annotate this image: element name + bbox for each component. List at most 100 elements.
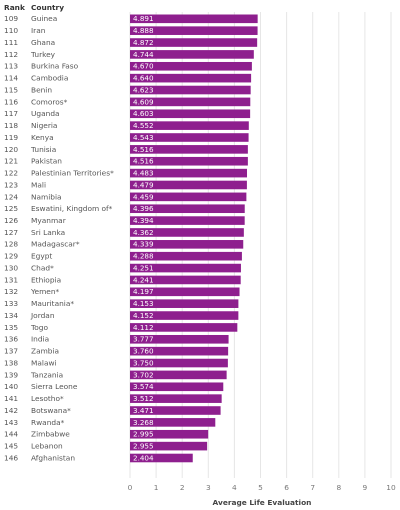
bar [130,156,248,166]
country-label: Zimbabwe [31,430,70,439]
chart-row: 143 Rwanda* 3.268 [4,418,216,427]
bar-value-label: 4.744 [133,50,154,59]
chart-row: 126 Myanmar 4.394 [4,216,245,225]
bar-value-label: 3.268 [133,418,154,427]
country-label: Lesotho* [31,394,64,403]
bar-value-label: 4.362 [133,228,154,237]
rank-label: 118 [4,121,18,130]
bar [130,61,252,71]
rank-label: 146 [4,453,18,462]
x-tick-label: 6 [284,483,289,492]
bar-value-label: 3.777 [133,335,154,344]
chart-row: 134 Jordan 4.152 [4,311,239,320]
rank-label: 138 [4,358,18,367]
chart-row: 111 Ghana 4.872 [4,38,258,47]
chart-row: 120 Tunisia 4.516 [4,145,248,154]
bar-value-label: 4.603 [133,109,154,118]
country-label: Malawi [31,358,57,367]
bar-value-label: 4.112 [133,323,154,332]
country-label: Mali [31,180,46,189]
bar-value-label: 4.241 [133,275,154,284]
x-tick-label: 8 [336,483,341,492]
country-label: Namibia [31,192,62,201]
country-label: Guinea [31,14,57,23]
country-label: Cambodia [31,74,68,83]
bar-value-label: 4.153 [133,299,154,308]
bar-value-label: 4.640 [133,74,154,83]
country-label: Benin [31,85,52,94]
bar [130,121,249,130]
country-label: Pakistan [31,157,62,166]
chart-row: 128 Madagascar* 4.339 [4,240,244,249]
chart-row: 138 Malawi 3.750 [4,358,228,367]
bar-value-label: 4.288 [133,252,154,261]
bar [130,323,238,332]
x-axis-title: Average Life Evaluation [213,498,312,507]
rank-label: 141 [4,394,18,403]
bar [130,429,209,439]
chart-row: 146 Afghanistan 2.404 [4,453,193,462]
bar [130,228,244,237]
rank-label: 142 [4,406,18,415]
chart-row: 110 Iran 4.888 [4,26,258,35]
chart-row: 144 Zimbabwe 2.995 [4,429,209,439]
rank-label: 130 [4,263,18,272]
chart-row: 115 Benin 4.623 [4,85,251,94]
chart-row: 123 Mali 4.479 [4,180,247,189]
bar-value-label: 4.394 [133,216,154,225]
bar-value-label: 3.471 [133,406,154,415]
rank-label: 121 [4,157,18,166]
bar-value-label: 4.197 [133,287,154,296]
rank-label: 134 [4,311,18,320]
bar [130,192,247,202]
bar [130,97,251,107]
rank-label: 132 [4,287,18,296]
country-column-header: Country [31,3,64,12]
country-label: Uganda [31,109,60,118]
chart-row: 109 Guinea 4.891 [4,14,258,23]
chart-row: 117 Uganda 4.603 [4,109,251,118]
country-label: Tanzania [30,370,63,379]
country-label: Togo [30,323,48,332]
bar [130,311,239,320]
chart-row: 135 Togo 4.112 [4,323,238,332]
country-label: Turkey [30,50,56,59]
country-label: Rwanda* [31,418,65,427]
bar [130,287,240,297]
chart-row: 125 Eswatini, Kingdom of* 4.396 [4,204,245,213]
country-label: Ethiopia [31,275,61,284]
country-label: Chad* [31,263,54,272]
country-label: Madagascar* [31,240,80,249]
rank-label: 136 [4,335,18,344]
rank-label: 143 [4,418,18,427]
bar [130,382,224,392]
bar [130,145,248,154]
rank-label: 128 [4,240,18,249]
bar [130,406,221,415]
chart-row: 124 Namibia 4.459 [4,192,247,202]
x-tick-label: 3 [206,483,211,492]
x-tick-label: 7 [310,483,315,492]
rank-label: 113 [4,62,18,71]
bar [130,394,222,403]
country-label: Sri Lanka [31,228,65,237]
rank-label: 126 [4,216,18,225]
x-tick-label: 5 [258,483,263,492]
bar [130,453,193,463]
rank-label: 123 [4,180,18,189]
country-label: Sierra Leone [31,382,78,391]
chart-row: 122 Palestinian Territories* 4.483 [4,168,248,178]
country-label: Ghana [31,38,55,47]
rank-label: 120 [4,145,18,154]
bar-value-label: 2.404 [133,453,154,462]
bar-value-label: 4.623 [133,85,154,94]
bar [130,275,241,285]
country-label: India [31,335,49,344]
rank-label: 133 [4,299,18,308]
country-label: Myanmar [31,216,67,225]
chart-row: 137 Zambia 3.760 [4,347,229,356]
country-label: Zambia [31,347,59,356]
rank-label: 111 [4,38,18,47]
x-axis: 0 1 2 3 4 5 6 7 8 9 10 [128,483,396,492]
bar [130,168,248,178]
